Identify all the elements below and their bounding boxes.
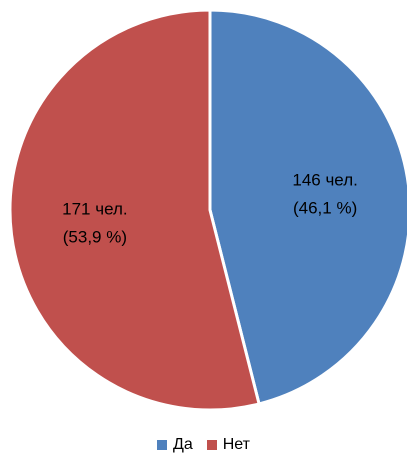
legend-item-net: Нет [206,436,250,454]
pie-slice-da [208,8,407,406]
pie-chart-svg: 146 чел. (46,1 %) 171 чел. (53,9 %) [8,8,407,412]
legend-label-da: Да [173,436,193,453]
data-label-percent-net: (53,9 %) [63,227,127,246]
legend-label-net: Нет [222,436,250,453]
legend-item-da: Да [157,436,193,454]
data-label-count-da: 146 чел. [292,171,357,190]
data-label-percent-da: (46,1 %) [293,199,357,218]
chart-legend: Да Нет [0,436,407,454]
data-label-da: 146 чел. (46,1 %) [292,171,357,218]
pie-slice-net [8,8,261,412]
data-label-net: 171 чел. (53,9 %) [62,199,127,246]
legend-swatch-net [206,440,217,450]
legend-swatch-da [157,440,167,450]
data-label-count-net: 171 чел. [62,199,127,218]
